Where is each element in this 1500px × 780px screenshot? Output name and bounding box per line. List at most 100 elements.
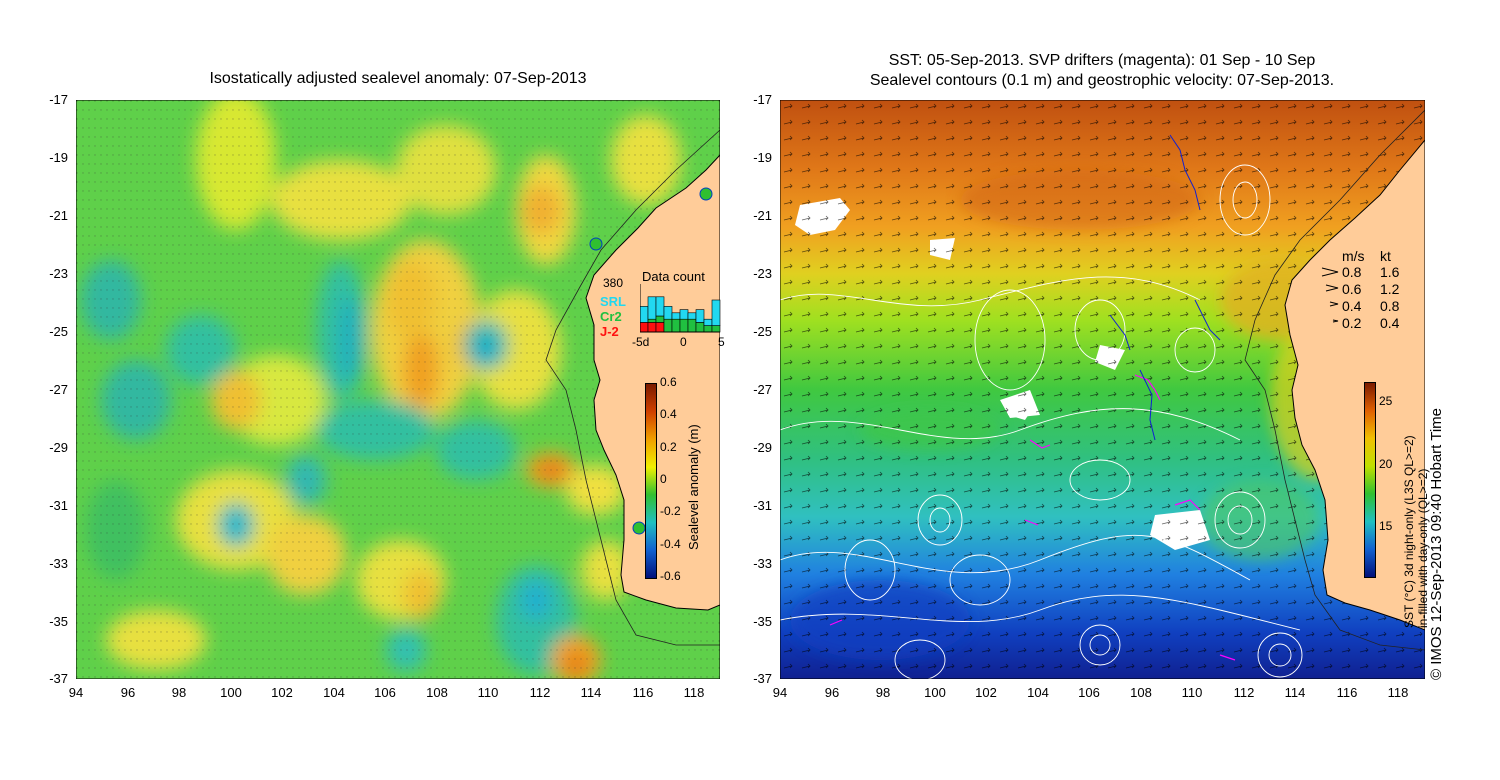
y-tick-label: -23 — [753, 266, 772, 281]
sla-colorbar-tick: 0.6 — [660, 375, 677, 389]
y-tick-label: -21 — [753, 208, 772, 223]
histogram-bar-cr2 — [663, 318, 673, 333]
x-tick-label: 100 — [220, 685, 242, 700]
histogram-bar-cr2 — [703, 325, 713, 333]
histogram-bar-cr2 — [687, 318, 697, 333]
svp-drifter-tracks — [829, 374, 1236, 661]
x-tick-label: 104 — [323, 685, 345, 700]
y-tick-label: -33 — [753, 556, 772, 571]
sst-colorbar-tick: 25 — [1379, 394, 1393, 408]
x-tick-label: 114 — [1284, 685, 1306, 700]
tide-gauge-marker — [699, 187, 713, 201]
legend-header-ms: m/s — [1342, 248, 1365, 264]
left-panel-title: Isostatically adjusted sealevel anomaly:… — [209, 70, 587, 87]
y-tick-label: -29 — [49, 440, 68, 455]
y-tick-label: -21 — [49, 208, 68, 223]
histogram-bar-cr2 — [647, 318, 657, 323]
x-tick-label: 110 — [477, 685, 499, 700]
mission-label-srl: SRL — [600, 294, 626, 309]
histogram-bar-j2 — [647, 322, 657, 333]
sla-colorbar-gradient — [645, 383, 657, 579]
legend-row-kt: 0.8 — [1380, 298, 1400, 314]
x-tick-label: 110 — [1181, 685, 1203, 700]
sla-colorbar-label: Sealevel anomaly (m) — [686, 424, 701, 550]
histogram-bar-j2 — [655, 322, 665, 333]
sst-colorbar-tick: 20 — [1379, 457, 1393, 471]
y-tick-label: -19 — [753, 150, 772, 165]
y-tick-label: -25 — [49, 324, 68, 339]
y-tick-label: -19 — [49, 150, 68, 165]
x-tick-label: 106 — [1078, 685, 1100, 700]
histogram-bar-srl — [711, 299, 721, 326]
histogram-bar-srl — [640, 306, 649, 323]
y-tick-label: -37 — [49, 671, 68, 686]
tide-gauge-marker — [589, 237, 603, 251]
sealevel-contours — [780, 164, 1303, 679]
x-tick-label: 102 — [975, 685, 997, 700]
y-tick-label: -33 — [49, 556, 68, 571]
y-tick-label: -17 — [49, 92, 68, 107]
western-australia-land — [585, 100, 720, 611]
histogram-bar-cr2 — [695, 322, 705, 333]
sla-colorbar-tick: -0.4 — [660, 537, 681, 551]
x-tick-label: 96 — [120, 685, 136, 700]
legend-row-ms: 0.2 — [1342, 315, 1362, 331]
legend-row-kt: 1.2 — [1380, 281, 1400, 297]
right-map — [780, 100, 1425, 679]
western-australia-land — [1284, 100, 1425, 631]
histogram-bar-srl — [655, 296, 665, 317]
x-tick-label: 94 — [772, 685, 788, 700]
legend-header-kt: kt — [1380, 248, 1391, 264]
y-tick-label: -37 — [753, 671, 772, 686]
x-tick-label: 98 — [171, 685, 187, 700]
histogram-bar-srl — [671, 312, 681, 320]
left-map — [76, 100, 720, 679]
sla-colorbar-tick: 0.2 — [660, 440, 677, 454]
legend-row-kt: 0.4 — [1380, 315, 1400, 331]
histogram-bar-srl — [679, 309, 689, 320]
sst-colorbar-tick: 15 — [1379, 519, 1393, 533]
imos-credit: © IMOS 12-Sep-2013 09:40 Hobart Time — [1428, 407, 1445, 680]
y-tick-label: -23 — [49, 266, 68, 281]
x-tick-label: 96 — [824, 685, 840, 700]
histogram-x-tick: -5d — [632, 335, 650, 349]
histogram-bar-cr2 — [671, 318, 681, 333]
x-tick-label: 116 — [632, 685, 654, 700]
x-tick-label: 98 — [875, 685, 891, 700]
x-tick-label: 108 — [1130, 685, 1152, 700]
x-tick-label: 94 — [68, 685, 84, 700]
x-tick-label: 112 — [1233, 685, 1255, 700]
y-tick-label: -35 — [753, 614, 772, 629]
histogram-bar-srl — [647, 296, 657, 320]
histogram-bar-cr2 — [711, 325, 721, 333]
x-tick-label: 104 — [1027, 685, 1049, 700]
data-count-title: Data count — [642, 269, 705, 284]
y-tick-label: -27 — [753, 382, 772, 397]
tide-gauge-marker — [632, 521, 646, 535]
x-tick-label: 118 — [683, 685, 705, 700]
histogram-x-tick: 0 — [680, 335, 687, 349]
y-tick-label: -17 — [753, 92, 772, 107]
x-tick-label: 102 — [271, 685, 293, 700]
histogram-bar-j2 — [640, 322, 649, 333]
sst-colorbar-label-line1: SST (°C) 3d night-only (L3S QL>=2) — [1402, 435, 1416, 628]
mission-label-cr2: Cr2 — [600, 309, 622, 324]
sla-colorbar-tick: -0.6 — [660, 569, 681, 583]
histogram-bar-srl — [695, 309, 705, 323]
data-count-max-label: 380 — [603, 276, 624, 290]
data-count-histogram — [640, 284, 721, 333]
y-tick-label: -27 — [49, 382, 68, 397]
histogram-bar-srl — [687, 312, 697, 320]
x-tick-label: 108 — [426, 685, 448, 700]
continental-shelf-isobath — [545, 129, 720, 646]
sla-colorbar-tick: -0.2 — [660, 504, 681, 518]
x-tick-label: 116 — [1336, 685, 1358, 700]
right-panel-title-line1: SST: 05-Sep-2013. SVP drifters (magenta)… — [888, 52, 1316, 69]
x-tick-label: 118 — [1387, 685, 1409, 700]
right-panel-title-line2: Sealevel contours (0.1 m) and geostrophi… — [869, 72, 1335, 89]
y-tick-label: -29 — [753, 440, 772, 455]
histogram-bar-cr2 — [655, 315, 665, 323]
histogram-x-tick: 5 — [718, 335, 725, 349]
svp-drifter-tracks-blue — [1109, 134, 1221, 441]
legend-row-ms: 0.8 — [1342, 264, 1362, 280]
